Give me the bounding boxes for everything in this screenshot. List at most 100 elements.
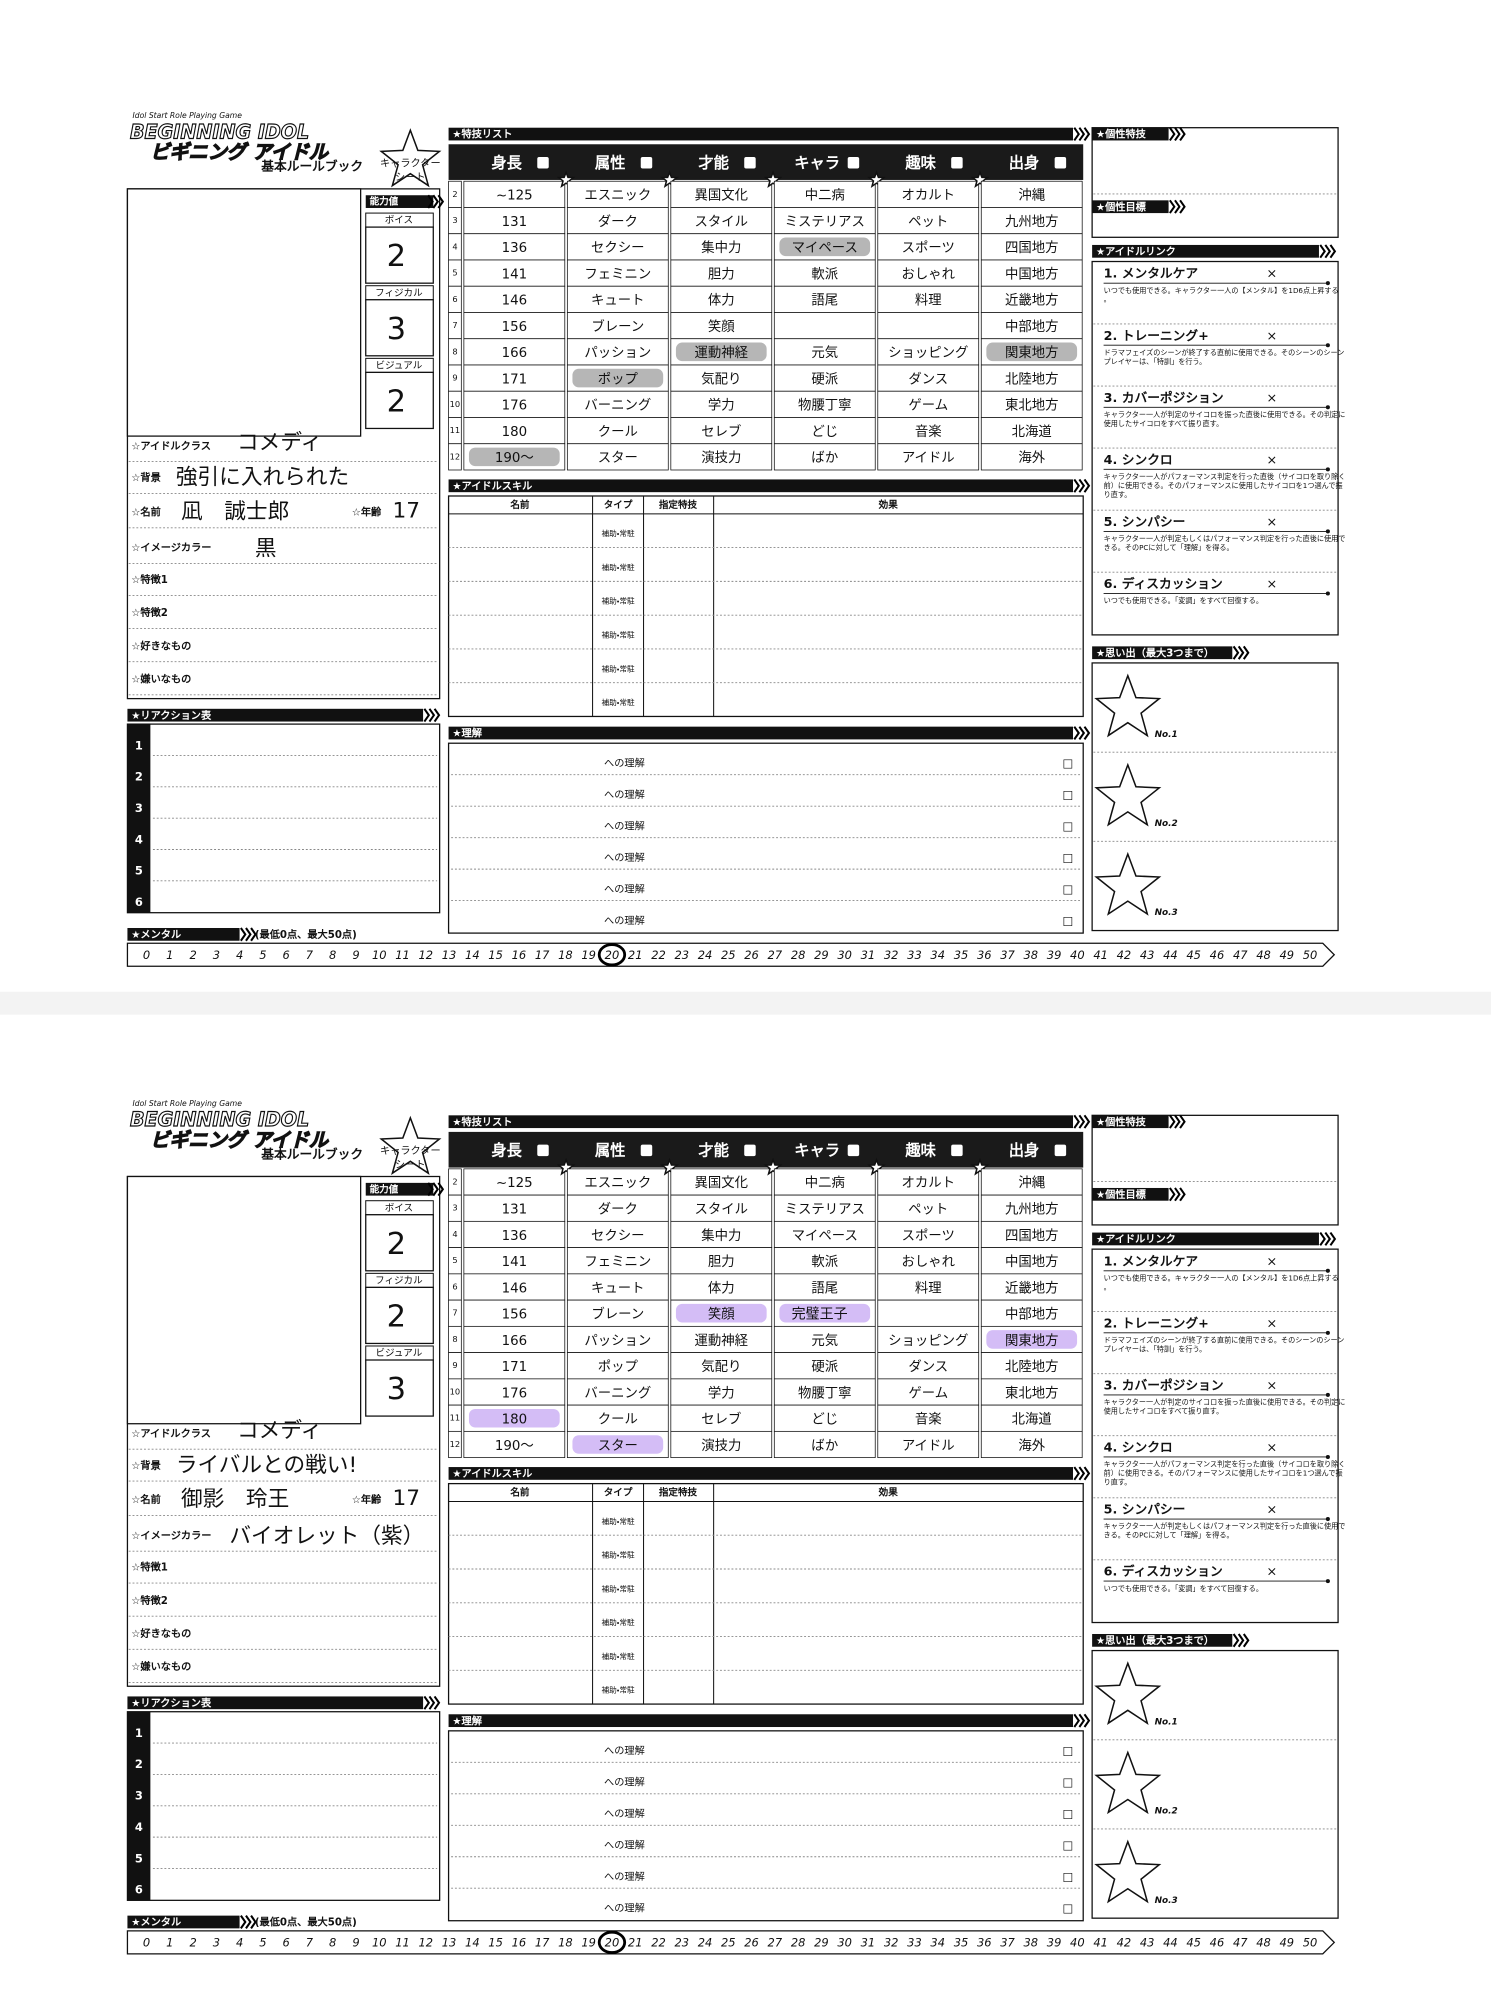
skill-item: バーニング (584, 1385, 651, 1401)
dice-icon (537, 157, 549, 169)
skill-cell (773, 443, 876, 471)
header-bar (448, 1714, 1074, 1728)
idol-link-mark: × (1266, 1503, 1277, 1518)
idol-link-mark: × (1266, 329, 1277, 344)
field-value: ライバルとの戦い! (176, 1453, 357, 1478)
skill-item: 中部地方 (1005, 1307, 1059, 1323)
skill-item: スタイル (695, 214, 749, 230)
mental-number: 25 (721, 1936, 736, 1950)
mental-number: 26 (744, 1936, 759, 1950)
row-number: 4 (452, 241, 457, 251)
mental-number: 19 (581, 1936, 596, 1950)
skill-cell (463, 1352, 566, 1380)
skill-item: 176 (502, 399, 528, 414)
skill-column-header: 趣味 (904, 154, 936, 172)
idol-link-dot (1325, 467, 1330, 472)
skill-cell (773, 1404, 876, 1432)
idol-skill-header: 名前 (509, 1487, 530, 1499)
skill-item: 九州地方 (1005, 214, 1059, 230)
skill-item: 近畿地方 (1005, 1280, 1059, 1296)
row-number: 9 (452, 373, 457, 383)
mental-number: 18 (558, 948, 573, 962)
mental-number: 2 (189, 948, 196, 962)
idol-link-dot (1325, 1330, 1330, 1335)
row-number: 8 (452, 1334, 457, 1344)
mental-number: 16 (512, 1936, 527, 1950)
field-label: ☆イメージカラー (131, 542, 211, 554)
understanding-checkbox: □ (1062, 1807, 1073, 1821)
skill-cell (463, 180, 566, 208)
skill-cell (566, 233, 669, 261)
mental-number: 43 (1140, 948, 1155, 962)
header-bar (448, 1467, 1074, 1480)
idol-skill-header: 効果 (878, 499, 899, 511)
column-star (556, 1157, 576, 1176)
understanding-checkbox: □ (1062, 1744, 1073, 1758)
skill-item: 学力 (708, 398, 735, 414)
field-value: バイオレット（紫） (229, 1524, 424, 1549)
skill-column-header: 出身 (1009, 1142, 1040, 1160)
skill-item: 九州地方 (1005, 1202, 1059, 1218)
mental-number: 14 (465, 1936, 480, 1950)
skill-cell (566, 259, 669, 287)
skill-cell (566, 1325, 669, 1353)
skill-item: 中国地方 (1005, 266, 1059, 282)
understanding-checkbox: □ (1062, 756, 1073, 770)
mental-number: 16 (512, 948, 527, 962)
header-title: ★個性目標 (1096, 1188, 1147, 1201)
ability-value-box (365, 226, 434, 284)
ability-label: ビジュアル (375, 1348, 422, 1359)
skill-item: 136 (502, 241, 528, 256)
skill-cell (877, 1404, 980, 1432)
mental-number: 41 (1093, 948, 1108, 962)
understanding-label: への理解 (604, 883, 645, 896)
header-bar (1092, 200, 1169, 214)
skill-item: 四国地方 (1005, 240, 1059, 256)
row-number: 12 (450, 1439, 461, 1449)
skill-item: 気配り (701, 1359, 741, 1375)
idol-link-mark: × (1266, 267, 1277, 282)
skill-item: ~125 (496, 1176, 533, 1191)
ability-label: ビジュアル (375, 361, 422, 372)
column-star (660, 170, 679, 188)
skill-item: 語尾 (811, 294, 838, 309)
ability-tag (365, 195, 434, 208)
header-bar (448, 1115, 1074, 1129)
idol-link-desc: いつでも使用できる。キャラクター一人の【メンタル】を1D6点上昇する。 (1104, 286, 1339, 304)
skill-cell (773, 1352, 876, 1380)
idol-link-desc: キャラクター一人が判定もしくはパフォーマンス判定を行った直後に使用できる。そのP… (1104, 534, 1346, 552)
idol-skill-type: 補助・常駐 (602, 1516, 635, 1526)
row-number: 10 (450, 399, 461, 409)
idol-link-dot (1325, 1268, 1330, 1273)
skill-item: ゲーム (908, 398, 948, 414)
skill-item: 運動神経 (695, 345, 749, 361)
skill-cell (670, 1430, 773, 1459)
idol-link-name: 2. トレーニング+ (1104, 328, 1209, 344)
skill-highlight (779, 237, 871, 257)
memory-slot: No.3 (1155, 1896, 1178, 1906)
chevron (1232, 1633, 1240, 1648)
understanding-checkbox: □ (1062, 913, 1073, 927)
mental-number: 50 (1303, 948, 1318, 962)
column-star (763, 170, 783, 188)
memory-slot: No.1 (1155, 1717, 1178, 1727)
skill-cell (566, 1299, 669, 1327)
mental-number: 6 (283, 948, 290, 962)
column-star (970, 1157, 990, 1176)
skill-cell (877, 1378, 980, 1406)
skill-column-header: 身長 (491, 154, 522, 172)
mental-note: (最低0点、最大50点) (255, 1916, 357, 1929)
mental-number: 27 (768, 1936, 783, 1950)
idol-link-mark: × (1266, 1379, 1277, 1394)
mental-number: 29 (814, 948, 829, 962)
row-number: 9 (452, 1360, 457, 1370)
ability-value-box (365, 1286, 434, 1345)
mental-number: 11 (395, 948, 410, 962)
skill-highlight (468, 447, 560, 467)
mental-number: 14 (465, 948, 480, 962)
chevron (1083, 726, 1091, 740)
understanding-checkbox: □ (1062, 1775, 1073, 1789)
field-label: ☆年齢 (352, 506, 382, 519)
memory-slot: No.3 (1155, 908, 1178, 918)
skill-item: ショッピング (888, 345, 968, 361)
